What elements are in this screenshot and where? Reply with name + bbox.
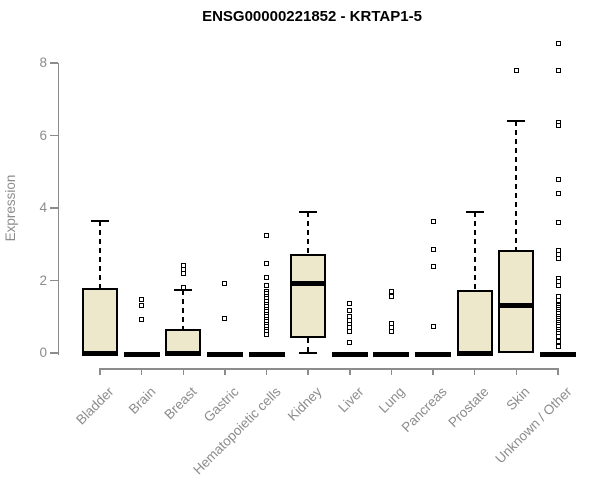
y-axis-tick bbox=[49, 207, 58, 209]
outlier-point bbox=[347, 328, 353, 334]
y-axis-line bbox=[57, 63, 59, 355]
x-axis-tick bbox=[557, 368, 559, 375]
zero-median-bar bbox=[123, 351, 160, 357]
whisker-cap-upper bbox=[465, 210, 484, 213]
box-median bbox=[498, 303, 535, 309]
zero-median-bar bbox=[248, 351, 285, 357]
outlier-point bbox=[222, 315, 228, 321]
outlier-point bbox=[555, 68, 561, 74]
x-axis-tick bbox=[307, 368, 309, 375]
x-axis-tick bbox=[224, 368, 226, 375]
chart-title: ENSG00000221852 - KRTAP1-5 bbox=[202, 8, 422, 25]
box-iqr bbox=[82, 287, 118, 353]
whisker-cap-upper bbox=[91, 220, 109, 223]
y-axis-tick bbox=[49, 62, 58, 64]
x-axis-tick bbox=[349, 368, 351, 375]
zero-median-bar bbox=[206, 351, 243, 357]
zero-median-bar bbox=[540, 351, 576, 357]
outlier-point bbox=[264, 283, 270, 289]
box-whisker-upper bbox=[307, 211, 310, 255]
box-whisker-lower bbox=[307, 337, 310, 353]
y-axis-tick bbox=[49, 352, 58, 354]
box-whisker-upper bbox=[515, 120, 518, 251]
outlier-point bbox=[555, 220, 561, 226]
whisker-cap-lower bbox=[299, 352, 318, 354]
outlier-point bbox=[264, 232, 270, 238]
outlier-point bbox=[555, 176, 561, 182]
y-tick-label: 6 bbox=[39, 127, 47, 143]
box-median bbox=[165, 350, 202, 356]
x-axis-tick bbox=[432, 368, 434, 375]
x-tick-label: Unknown / Other bbox=[492, 384, 575, 467]
outlier-point bbox=[555, 191, 561, 197]
outlier-point bbox=[555, 283, 561, 289]
box-median bbox=[290, 280, 327, 286]
outlier-point bbox=[555, 256, 561, 262]
zero-median-bar bbox=[331, 351, 368, 357]
outlier-point bbox=[430, 264, 436, 270]
outlier-point bbox=[347, 300, 353, 306]
outlier-point bbox=[513, 68, 519, 74]
outlier-point bbox=[180, 271, 186, 277]
outlier-point bbox=[139, 317, 145, 323]
whisker-cap-upper bbox=[507, 119, 526, 122]
x-axis-tick bbox=[182, 368, 185, 375]
outlier-point bbox=[555, 333, 561, 339]
x-axis-line bbox=[100, 368, 558, 370]
outlier-point bbox=[388, 329, 394, 335]
outlier-point bbox=[347, 308, 353, 314]
outlier-point bbox=[388, 293, 394, 299]
zero-median-bar bbox=[373, 351, 410, 357]
y-tick-label: 4 bbox=[39, 200, 47, 215]
outlier-point bbox=[430, 219, 436, 225]
zero-median-bar bbox=[415, 351, 452, 357]
y-axis-tick bbox=[49, 134, 58, 137]
x-axis-tick bbox=[99, 368, 101, 375]
box-iqr bbox=[456, 289, 493, 353]
outlier-point bbox=[139, 303, 145, 309]
x-axis-tick bbox=[473, 368, 476, 375]
y-tick-label: 2 bbox=[39, 272, 47, 288]
x-axis-tick bbox=[140, 368, 143, 375]
box-whisker-upper bbox=[99, 221, 101, 288]
box-iqr bbox=[290, 254, 327, 338]
box-whisker-upper bbox=[182, 289, 185, 330]
x-axis-tick bbox=[265, 368, 268, 375]
y-tick-label: 0 bbox=[39, 345, 47, 360]
box-median bbox=[82, 350, 118, 356]
outlier-point bbox=[264, 275, 270, 281]
outlier-point bbox=[180, 285, 186, 291]
outlier-point bbox=[430, 246, 436, 252]
box-iqr bbox=[498, 250, 535, 353]
y-axis-tick bbox=[49, 279, 58, 282]
outlier-point bbox=[222, 280, 228, 286]
x-axis-tick bbox=[515, 368, 518, 375]
y-tick-label: 8 bbox=[39, 55, 47, 70]
whisker-cap-upper bbox=[299, 210, 318, 213]
x-axis-tick bbox=[390, 368, 393, 375]
outlier-point bbox=[555, 123, 561, 129]
outlier-point bbox=[430, 324, 436, 330]
box-whisker-upper bbox=[473, 211, 476, 290]
outlier-point bbox=[264, 331, 270, 337]
box-median bbox=[456, 350, 493, 356]
outlier-point bbox=[139, 296, 145, 302]
outlier-point bbox=[555, 40, 561, 46]
outlier-point bbox=[347, 339, 353, 345]
box-iqr bbox=[165, 329, 202, 353]
outlier-point bbox=[264, 260, 270, 266]
outlier-point bbox=[555, 343, 561, 349]
